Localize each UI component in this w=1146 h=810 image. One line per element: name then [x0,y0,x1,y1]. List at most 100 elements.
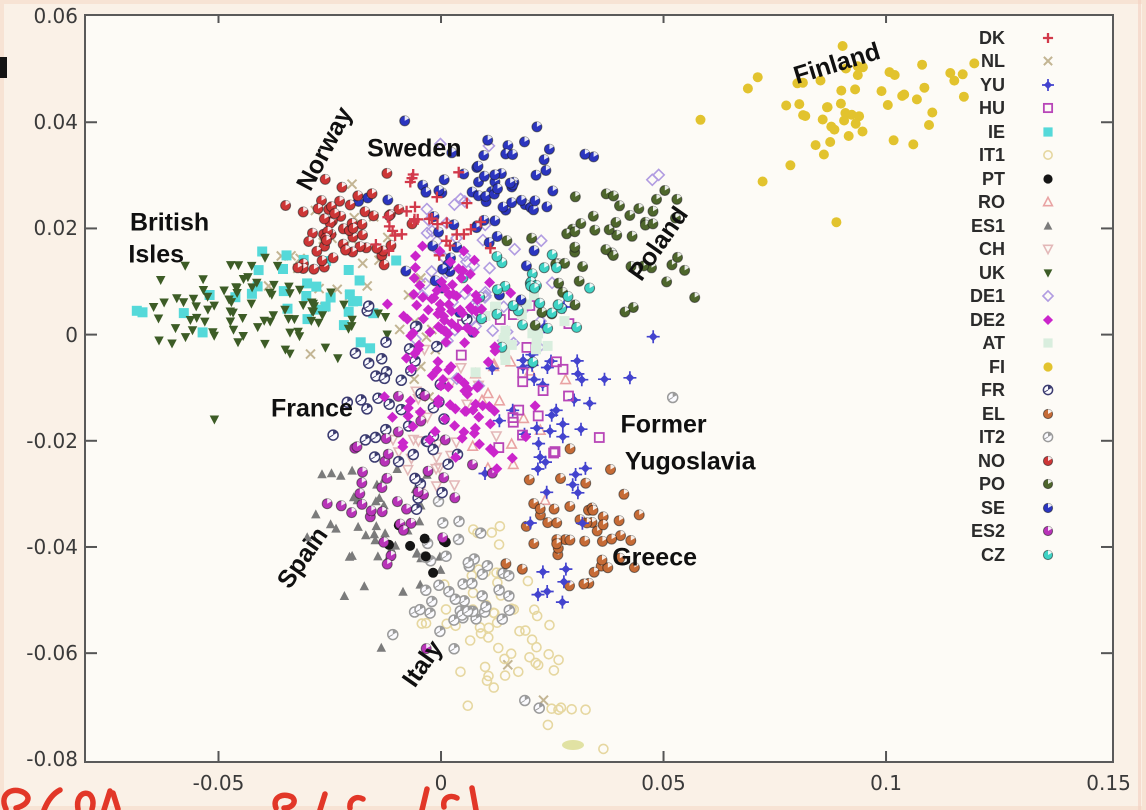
legend-entry-po: PO [900,473,1090,497]
legend-entry-no: NO [900,449,1090,473]
legend-label: IE [987,121,1005,142]
x-tick-label: 0.1 [870,771,902,795]
country-label-sweden: Sweden [367,134,462,163]
legend-marker-circle-seg [1005,547,1090,563]
x-tick-label: -0.05 [192,771,245,795]
legend-marker-circle-open [1005,147,1090,163]
legend-label: DK [979,27,1005,48]
legend-label: SE [980,497,1005,518]
country-label-british: British [129,208,210,237]
legend-entry-ch: CH [900,238,1090,262]
legend-marker-diamond-open [1005,288,1090,304]
legend-marker-triangle-down-filled [1005,265,1090,281]
legend-label: IT1 [978,145,1005,166]
legend-entry-nl: NL [900,50,1090,74]
legend-marker-circle-filled [1005,359,1090,375]
series-EL [500,443,645,592]
legend-entry-uk: UK [900,261,1090,285]
legend-label: IT2 [978,427,1005,448]
legend-label: CH [979,239,1005,260]
plot-border [84,14,1114,763]
legend-entry-yu: YU [900,73,1090,97]
legend-marker-diamond-filled [1005,312,1090,328]
photo-smudge [562,740,584,750]
plot-background [85,15,1113,762]
legend-marker-circle-seg [1005,500,1090,516]
legend-entry-hu: HU [900,97,1090,121]
legend-marker-square-open [1005,100,1090,116]
y-tick-label: -0.04 [26,534,78,559]
series-ES1 [302,464,446,652]
legend-label: ES2 [970,521,1005,542]
photo-edge-line [1138,0,1141,810]
country-label-greece: Greece [612,543,698,572]
legend-label: AT [982,333,1005,354]
legend-marker-square-filled [1005,335,1090,351]
legend-entry-fr: FR [900,379,1090,403]
legend: DK NL YU HU IE IT1 PT RO ES1 CH UK DE1 DE2 AT FI FR EL IT… [900,26,1090,567]
legend-label: UK [979,262,1005,283]
legend-label: PT [981,168,1005,189]
legend-entry-cz: CZ [900,543,1090,567]
legend-marker-circle-filled [1005,171,1090,187]
legend-label: DE1 [969,286,1005,307]
legend-entry-es2: ES2 [900,520,1090,544]
legend-entry-pt: PT [900,167,1090,191]
country-label-france: France [270,394,353,423]
legend-marker-circle-seg [1005,523,1090,539]
y-tick-label: -0.06 [26,641,78,666]
series-UK [148,253,392,425]
legend-entry-de2: DE2 [900,308,1090,332]
y-tick-label: -0.08 [26,747,78,772]
legend-label: NL [981,51,1005,72]
legend-label: DE2 [969,309,1005,330]
legend-label: YU [979,74,1005,95]
legend-marker-circle-seg [1005,382,1090,398]
legend-marker-circle-seg [1005,453,1090,469]
cropped-edge-mark [0,57,7,78]
y-tick-label: -0.02 [26,428,78,453]
y-tick-label: 0.02 [33,216,78,241]
country-label-isles: Isles [128,240,185,269]
legend-label: FR [981,380,1005,401]
legend-marker-circle-seg [1005,429,1090,445]
series-DE2 [378,240,541,475]
handwriting-red-pen [1,785,479,810]
legend-entry-ro: RO [900,191,1090,215]
legend-marker-diamond-plus [1005,77,1090,93]
legend-label: NO [978,450,1005,471]
legend-entry-it2: IT2 [900,426,1090,450]
legend-label: HU [979,98,1005,119]
legend-label: CZ [981,544,1005,565]
legend-entry-es1: ES1 [900,214,1090,238]
series-PO [501,185,701,331]
series-SE [353,115,600,338]
series-YU [478,300,660,609]
country-label-yugoslavia: Yugoslavia [624,447,756,476]
legend-marker-plus [1005,30,1090,46]
legend-entry-at: AT [900,332,1090,356]
series-ES2 [321,390,498,655]
legend-marker-circle-seg [1005,406,1090,422]
y-tick-label: 0.04 [33,110,78,135]
x-tick-label: 0.05 [641,771,686,795]
x-tick-label: 0.15 [1086,771,1131,795]
legend-marker-circle-seg [1005,476,1090,492]
y-tick-label: 0 [65,322,78,347]
x-tick-label: 0 [434,771,448,795]
legend-entry-fi: FI [900,355,1090,379]
legend-marker-x [1005,53,1090,69]
axis-ticks [85,15,1113,762]
legend-marker-triangle-down-open [1005,241,1090,257]
legend-entry-ie: IE [900,120,1090,144]
scatter-points [131,41,980,755]
legend-entry-it1: IT1 [900,144,1090,168]
legend-label: FI [989,356,1005,377]
legend-marker-square-filled [1005,124,1090,140]
series-FI [695,41,980,228]
y-tick-label: 0.06 [33,4,78,29]
legend-marker-triangle-filled [1005,218,1090,234]
legend-entry-de1: DE1 [900,285,1090,309]
legend-entry-el: EL [900,402,1090,426]
